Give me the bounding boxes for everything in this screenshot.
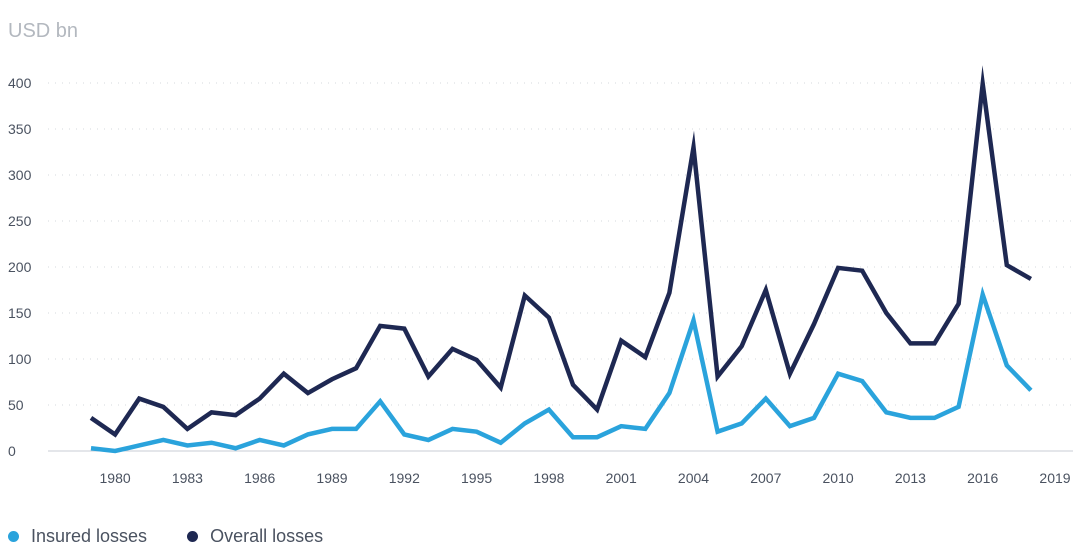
y-tick-label: 100 <box>8 351 32 367</box>
legend-item-insured: Insured losses <box>8 526 147 545</box>
x-tick-label: 2019 <box>1039 470 1070 486</box>
x-tick-label: 2013 <box>895 470 926 486</box>
x-tick-label: 1995 <box>461 470 492 486</box>
x-tick-label: 1989 <box>316 470 347 486</box>
chart-legend: Insured losses Overall losses <box>8 526 363 545</box>
legend-dot-icon <box>187 531 199 542</box>
legend-label-overall: Overall losses <box>210 526 324 545</box>
x-tick-label: 2010 <box>823 470 854 486</box>
legend-dot-icon <box>8 531 19 542</box>
x-tick-label: 1986 <box>244 470 275 486</box>
x-tick-label: 2004 <box>678 470 709 486</box>
legend-label-insured: Insured losses <box>31 526 148 545</box>
x-tick-label: 1992 <box>389 470 420 486</box>
y-tick-label: 50 <box>8 397 24 413</box>
x-tick-label: 2016 <box>967 470 998 486</box>
y-tick-label: 0 <box>8 443 16 459</box>
y-tick-label: 300 <box>8 167 32 183</box>
y-tick-label: 200 <box>8 259 32 275</box>
y-tick-label: 350 <box>8 121 32 137</box>
x-tick-label: 2001 <box>606 470 637 486</box>
x-tick-label: 1980 <box>100 470 131 486</box>
x-tick-label: 1998 <box>533 470 564 486</box>
y-tick-label: 400 <box>8 75 32 91</box>
y-tick-label: 250 <box>8 213 32 229</box>
x-tick-label: 2007 <box>750 470 781 486</box>
legend-item-overall: Overall losses <box>187 526 323 545</box>
x-tick-label: 1983 <box>172 470 203 486</box>
y-axis-unit-label: USD bn <box>8 20 79 42</box>
series-line-overall <box>89 65 1033 438</box>
series-line-insured <box>90 286 1033 454</box>
y-tick-label: 150 <box>8 305 32 321</box>
